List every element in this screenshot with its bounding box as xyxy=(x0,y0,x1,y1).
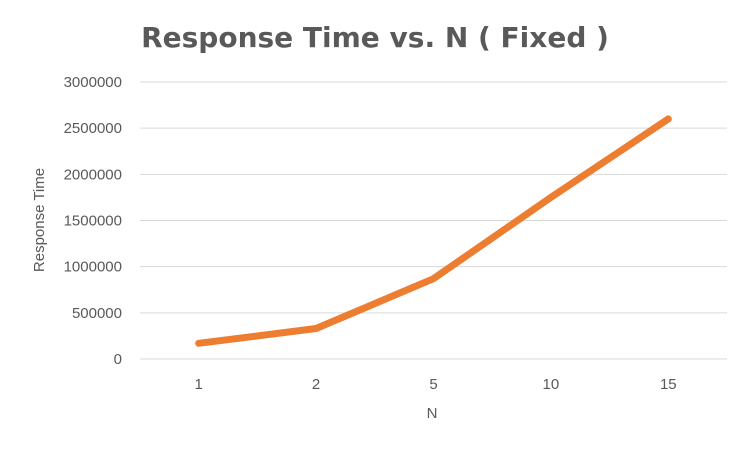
series-lines xyxy=(199,119,669,344)
x-tick-label: 15 xyxy=(660,376,677,393)
x-tick-label: 10 xyxy=(543,376,560,393)
y-tick-label: 500000 xyxy=(72,305,122,322)
chart-title: Response Time vs. N ( Fixed ) xyxy=(141,21,609,54)
gridlines xyxy=(140,82,727,359)
x-tick-label: 5 xyxy=(429,376,437,393)
y-tick-label: 2500000 xyxy=(64,120,122,137)
y-tick-label: 3000000 xyxy=(64,74,122,91)
y-axis-title: Response Time xyxy=(31,168,48,272)
x-tick-label: 1 xyxy=(195,376,203,393)
y-tick-label: 1500000 xyxy=(64,213,122,230)
y-axis-ticks: 0 500000 1000000 1500000 2000000 2500000 30000… xyxy=(64,74,122,368)
y-tick-label: 1000000 xyxy=(64,259,122,276)
x-axis-ticks: 1 2 5 10 15 xyxy=(195,376,677,393)
x-tick-label: 2 xyxy=(312,376,320,393)
series-line xyxy=(199,119,669,343)
y-tick-label: 0 xyxy=(114,351,122,368)
y-tick-label: 2000000 xyxy=(64,166,122,183)
x-axis-title: N xyxy=(427,405,438,422)
